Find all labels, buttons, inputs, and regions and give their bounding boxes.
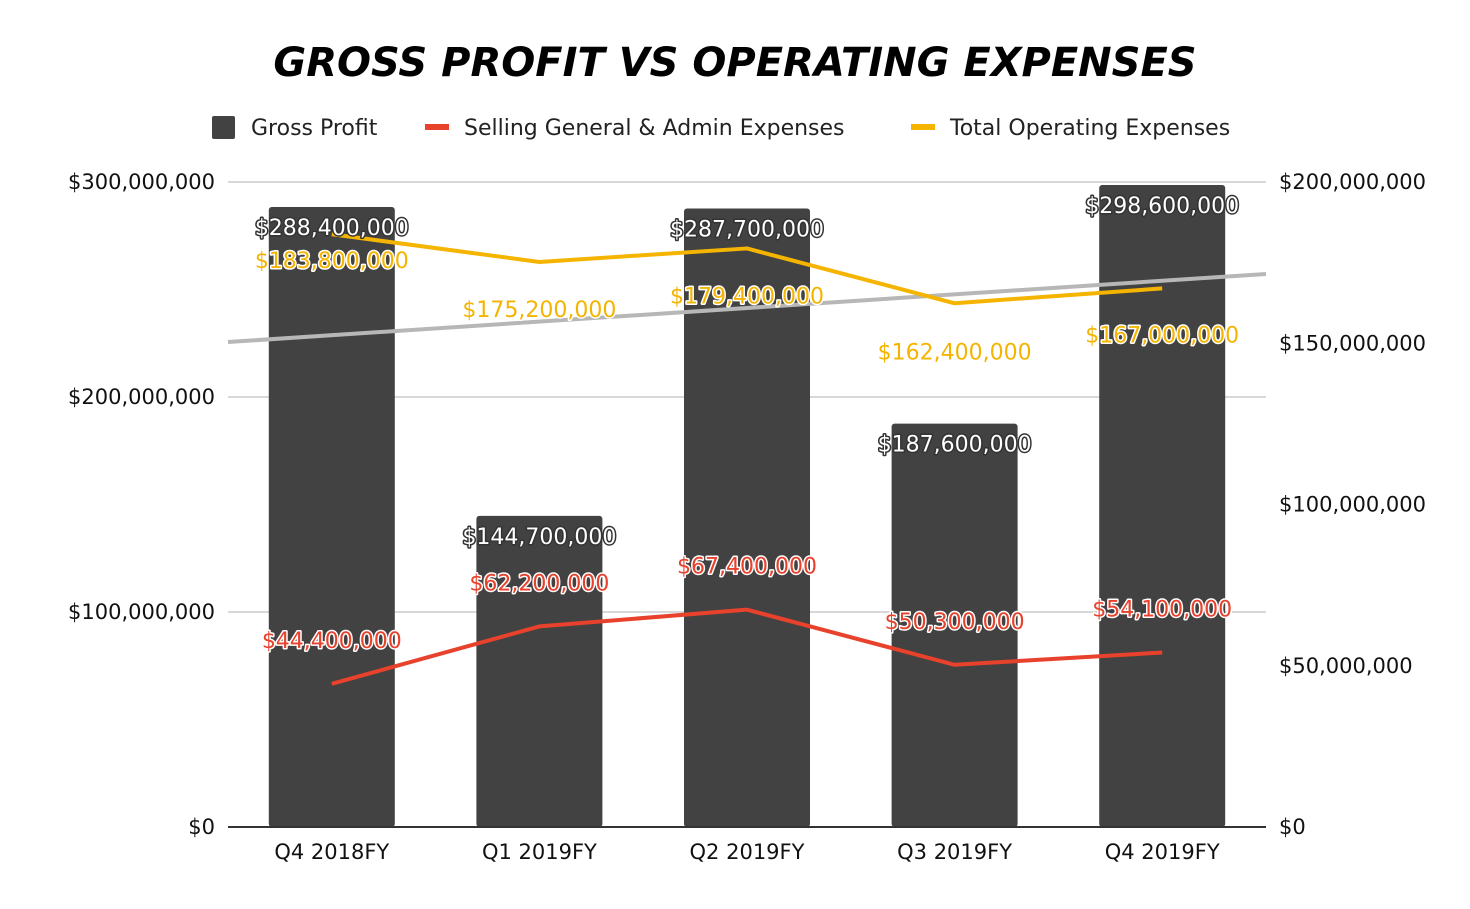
trendline-gross-profit [227, 271, 1267, 345]
x-axis-tick-label: Q2 2019FY [690, 840, 805, 864]
right-axis-tick-label: $0 [1279, 815, 1306, 839]
legend-swatch-gross-profit [212, 116, 235, 139]
right-axis-tick-label: $100,000,000 [1279, 493, 1426, 517]
data-label-total-opex: $167,000,000 [1085, 323, 1239, 348]
x-axis-ticks: Q4 2018FY Q1 2019FY Q2 2019FY Q3 2019FY Q4 2… [274, 840, 1219, 864]
data-label-total-opex: $179,400,000 [670, 284, 824, 309]
left-axis-tick-label: $100,000,000 [68, 600, 215, 624]
data-label-gross-profit: $298,600,000 [1085, 194, 1239, 219]
data-label-gross-profit: $287,700,000 [670, 217, 824, 242]
left-axis-ticks: $0 $100,000,000 $200,000,000 $300,000,000 [68, 170, 215, 839]
chart-title: GROSS PROFIT VS OPERATING EXPENSES [273, 40, 1196, 86]
data-label-total-opex: $162,400,000 [878, 340, 1032, 365]
chart-legend: Gross Profit Selling General & Admin Expe… [212, 116, 1230, 141]
x-axis-tick-label: Q4 2018FY [274, 840, 389, 864]
bar-gross-profit [684, 208, 810, 827]
data-label-sga: $62,200,000 [469, 571, 609, 596]
bar-gross-profit [1099, 185, 1226, 827]
data-label-sga: $44,400,000 [262, 629, 402, 654]
x-axis-tick-label: Q1 2019FY [482, 840, 597, 864]
bar-gross-profit [891, 423, 1018, 827]
data-label-gross-profit: $187,600,000 [878, 433, 1032, 458]
legend-label: Total Operating Expenses [949, 116, 1230, 141]
legend-swatch-total-opex [911, 124, 935, 130]
data-label-total-opex: $175,200,000 [462, 298, 616, 323]
data-label-total-opex: $183,800,000 [255, 249, 409, 274]
left-axis-tick-label: $0 [188, 815, 215, 839]
bar-gross-profit [476, 515, 603, 827]
right-axis-ticks: $0 $50,000,000 $100,000,000 $150,000,000 $20… [1279, 170, 1426, 839]
bar-series [268, 185, 1226, 827]
right-axis-tick-label: $50,000,000 [1279, 654, 1413, 678]
data-labels: $288,400,000 $144,700,000 $287,700,000 $187… [253, 193, 1240, 656]
legend-label: Gross Profit [251, 116, 378, 141]
data-label-sga: $67,400,000 [677, 555, 817, 580]
line-total-operating-expenses [331, 232, 1163, 306]
left-axis-tick-label: $200,000,000 [68, 385, 215, 409]
bar-gross-profit [268, 206, 395, 827]
legend-label: Selling General & Admin Expenses [464, 116, 845, 141]
data-label-gross-profit: $144,700,000 [462, 525, 616, 550]
legend-swatch-sga [425, 124, 449, 130]
x-axis-tick-label: Q4 2019FY [1105, 840, 1220, 864]
right-axis-tick-label: $200,000,000 [1279, 170, 1426, 194]
data-label-sga: $50,300,000 [885, 610, 1025, 635]
right-axis-tick-label: $150,000,000 [1279, 331, 1426, 355]
data-label-sga: $54,100,000 [1092, 598, 1232, 623]
line-series [331, 232, 1163, 686]
x-axis-tick-label: Q3 2019FY [897, 840, 1012, 864]
line-sga-expenses [331, 607, 1163, 686]
trendline [227, 271, 1267, 345]
data-label-gross-profit: $288,400,000 [255, 216, 409, 241]
left-axis-tick-label: $300,000,000 [68, 170, 215, 194]
